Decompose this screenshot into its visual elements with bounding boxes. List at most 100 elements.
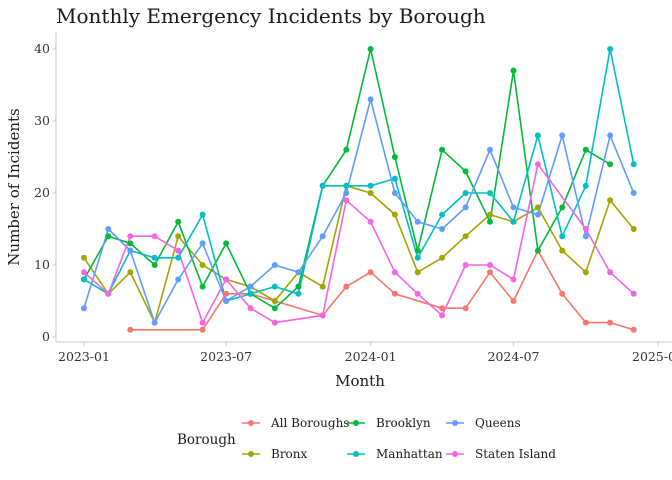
data-point-brooklyn [462, 168, 469, 175]
data-point-bronx [319, 283, 326, 290]
data-point-manhattan [487, 190, 493, 196]
data-point-all-boroughs [462, 305, 469, 312]
data-point-queens [223, 298, 230, 304]
data-point-manhattan [199, 211, 206, 218]
data-point-queens [391, 190, 398, 196]
data-point-manhattan [462, 190, 469, 196]
legend: Borough All Boroughs Bronx Brooklyn Manhatt… [177, 416, 556, 461]
legend-title: Borough [177, 432, 236, 448]
series-points [81, 46, 637, 333]
x-tick-label: 2025-01 [632, 349, 672, 364]
legend-label: Queens [475, 416, 521, 430]
legend-item-manhattan: Manhattan [347, 447, 443, 461]
data-point-manhattan [271, 283, 278, 290]
data-point-staten-island [487, 262, 493, 268]
data-point-brooklyn [175, 218, 182, 225]
data-point-staten-island [81, 269, 87, 276]
data-point-all-boroughs [223, 290, 230, 297]
data-point-staten-island [630, 290, 637, 297]
data-point-brooklyn [367, 46, 374, 52]
data-point-brooklyn [534, 247, 541, 254]
data-point-bronx [175, 233, 182, 240]
data-point-queens [175, 276, 182, 283]
data-point-bronx [487, 211, 493, 218]
data-point-bronx [630, 226, 637, 232]
data-point-staten-island [343, 197, 350, 204]
data-point-queens [81, 305, 87, 312]
data-point-manhattan [319, 182, 326, 189]
data-point-queens [534, 211, 541, 218]
data-point-queens [199, 240, 206, 247]
data-point-brooklyn [127, 240, 134, 247]
series-line-manhattan [83, 48, 635, 302]
data-point-bronx [534, 204, 541, 211]
data-point-manhattan [81, 276, 87, 283]
data-point-all-boroughs [127, 326, 134, 333]
data-point-brooklyn [105, 233, 112, 240]
legend-key-point [452, 451, 458, 457]
data-point-brooklyn [391, 154, 398, 160]
data-point-bronx [199, 262, 206, 268]
data-point-all-boroughs [439, 305, 446, 312]
data-point-staten-island [247, 305, 254, 312]
data-point-queens [295, 269, 302, 276]
data-point-staten-island [607, 269, 614, 276]
series-line-brooklyn [83, 48, 611, 310]
data-point-staten-island [391, 269, 398, 276]
data-point-queens [127, 247, 134, 254]
series-line-bronx [83, 185, 635, 324]
data-point-queens [607, 132, 614, 139]
data-point-queens [487, 146, 493, 153]
data-point-queens [105, 226, 112, 232]
data-point-manhattan [559, 233, 566, 240]
legend-label: Manhattan [376, 447, 443, 461]
data-point-brooklyn [295, 283, 302, 290]
data-point-all-boroughs [487, 269, 493, 276]
data-point-brooklyn [151, 262, 158, 268]
data-point-manhattan [630, 161, 637, 168]
data-point-queens [414, 218, 421, 225]
data-point-manhattan [175, 254, 182, 261]
legend-item-staten-island: Staten Island [446, 447, 556, 461]
legend-label: Staten Island [475, 447, 556, 461]
data-point-queens [343, 190, 350, 196]
data-point-bronx [607, 197, 614, 204]
series-line-staten-island [83, 163, 635, 324]
series-lines [83, 48, 635, 331]
data-point-staten-island [414, 290, 421, 297]
data-point-staten-island [175, 247, 182, 254]
data-point-brooklyn [439, 146, 446, 153]
data-point-bronx [559, 247, 566, 254]
data-point-queens [630, 190, 637, 196]
data-point-all-boroughs [343, 283, 350, 290]
legend-label: All Boroughs [270, 416, 349, 430]
data-point-queens [247, 283, 254, 290]
data-point-queens [559, 132, 566, 139]
legend-item-queens: Queens [446, 416, 521, 430]
data-point-manhattan [295, 290, 302, 297]
data-point-staten-island [271, 319, 278, 326]
y-tick-label: 10 [34, 257, 50, 272]
data-point-staten-island [367, 218, 374, 225]
data-point-staten-island [582, 226, 589, 232]
data-point-bronx [391, 211, 398, 218]
data-point-staten-island [199, 319, 206, 326]
y-tick-label: 20 [34, 185, 50, 200]
legend-key-point [452, 420, 458, 426]
data-point-staten-island [151, 233, 158, 240]
data-point-queens [367, 96, 374, 103]
data-point-queens [271, 262, 278, 268]
data-point-manhattan [510, 218, 517, 225]
data-point-manhattan [534, 132, 541, 139]
legend-item-brooklyn: Brooklyn [347, 416, 431, 430]
data-point-staten-island [534, 161, 541, 168]
data-point-bronx [271, 298, 278, 304]
data-point-bronx [81, 254, 87, 261]
data-point-all-boroughs [630, 326, 637, 333]
legend-item-bronx: Bronx [242, 447, 308, 461]
data-point-bronx [582, 269, 589, 276]
data-point-brooklyn [343, 146, 350, 153]
chart-title: Monthly Emergency Incidents by Borough [56, 4, 486, 28]
data-point-brooklyn [414, 247, 421, 254]
